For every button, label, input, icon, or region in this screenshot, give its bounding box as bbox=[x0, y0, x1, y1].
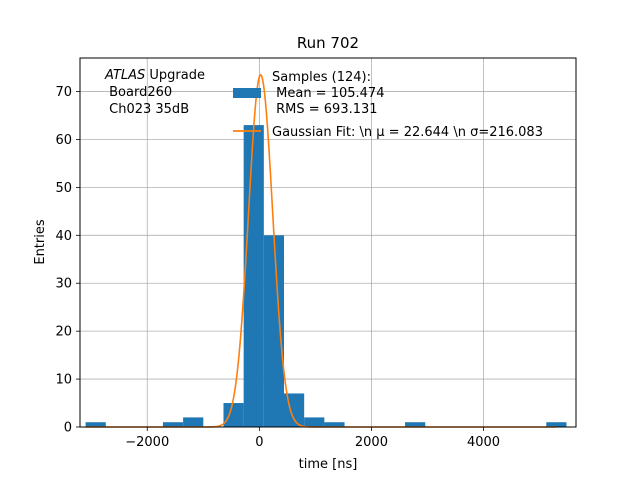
x-tick-label: −2000 bbox=[125, 435, 169, 450]
histogram-bar bbox=[304, 417, 325, 427]
histogram-bar bbox=[223, 403, 244, 427]
y-tick-label: 50 bbox=[55, 181, 72, 196]
y-axis: 0 10 20 30 40 50 60 70 bbox=[55, 85, 80, 436]
y-tick-label: 0 bbox=[64, 421, 72, 436]
histogram-bar bbox=[263, 235, 285, 427]
y-tick-label: 40 bbox=[55, 229, 72, 244]
histogram-bar bbox=[324, 422, 345, 427]
atlas-annotation: ATLAS Upgrade Board260 Ch023 35dB bbox=[104, 68, 205, 117]
y-tick-label: 30 bbox=[55, 277, 72, 292]
y-axis-label: Entries bbox=[33, 219, 48, 265]
plot-frame bbox=[79, 57, 577, 428]
x-axis: −2000 0 2000 4000 bbox=[125, 427, 500, 450]
legend-hist-line1: Samples (124): bbox=[272, 70, 371, 85]
legend-hist-line2: Mean = 105.474 bbox=[272, 86, 384, 101]
histogram-bar bbox=[546, 422, 567, 427]
legend: Samples (124): Mean = 105.474 RMS = 693.… bbox=[233, 70, 543, 140]
x-tick-label: 0 bbox=[255, 435, 263, 450]
atlas-italic: ATLAS bbox=[104, 68, 145, 83]
histogram-bar bbox=[243, 125, 264, 427]
y-tick-label: 70 bbox=[55, 85, 72, 100]
atlas-label: ATLAS Upgrade bbox=[104, 68, 205, 83]
channel-label: Ch023 35dB bbox=[105, 102, 189, 117]
chart-title: Run 702 bbox=[297, 34, 359, 52]
x-axis-label: time [ns] bbox=[299, 457, 358, 472]
histogram-bar bbox=[85, 422, 106, 427]
y-tick-label: 10 bbox=[55, 373, 72, 388]
legend-fit-label: Gaussian Fit: \n μ = 22.644 \n σ=216.083 bbox=[272, 125, 543, 140]
histogram-bar bbox=[405, 422, 426, 427]
histogram-bar bbox=[162, 422, 184, 427]
legend-hist-swatch bbox=[233, 88, 261, 98]
legend-hist-line3: RMS = 693.131 bbox=[272, 102, 378, 117]
board-label: Board260 bbox=[105, 85, 172, 100]
x-tick-label: 2000 bbox=[355, 435, 388, 450]
y-tick-label: 20 bbox=[55, 325, 72, 340]
x-tick-label: 4000 bbox=[467, 435, 500, 450]
y-tick-label: 60 bbox=[55, 133, 72, 148]
histogram-bar bbox=[183, 417, 204, 427]
atlas-suffix: Upgrade bbox=[145, 68, 205, 83]
